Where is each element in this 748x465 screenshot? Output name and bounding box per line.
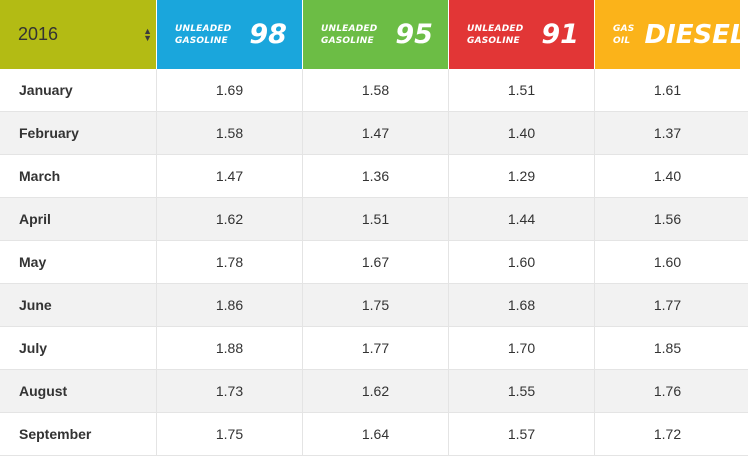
price-cell-v98: 1.86 (156, 284, 302, 326)
price-cell-v91: 1.60 (448, 241, 594, 283)
column-header-unleaded-98: UNLEADED GASOLINE 98 (156, 0, 302, 69)
month-cell: April (19, 211, 51, 227)
month-cell: July (19, 340, 48, 356)
price-cell-v98: 1.69 (156, 69, 302, 111)
price-cell-diesel: 1.60 (594, 241, 740, 283)
table-row: April 1.62 1.51 1.44 1.56 (0, 198, 748, 241)
month-cell: September (19, 426, 92, 442)
column-header-grade: 98 (249, 19, 287, 50)
price-cell-v95: 1.75 (302, 284, 448, 326)
column-header-grade: 95 (395, 19, 433, 50)
price-cell-v91: 1.55 (448, 370, 594, 412)
price-cell-v91: 1.29 (448, 155, 594, 197)
column-header-subtitle: UNLEADED GASOLINE (467, 23, 524, 46)
table-row: September 1.75 1.64 1.57 1.72 (0, 413, 748, 456)
price-cell-v98: 1.73 (156, 370, 302, 412)
year-select-value: 2016 (18, 24, 59, 44)
price-cell-v95: 1.47 (302, 112, 448, 154)
sort-arrows-icon: ▲ ▼ (143, 25, 152, 43)
price-cell-v95: 1.36 (302, 155, 448, 197)
price-cell-v98: 1.88 (156, 327, 302, 369)
column-header-grade: 91 (541, 19, 579, 50)
column-header-subtitle: UNLEADED GASOLINE (321, 23, 378, 46)
month-cell: May (19, 254, 47, 270)
column-header-diesel: GAS OIL DIESEL (594, 0, 747, 69)
month-cell: March (19, 168, 61, 184)
table-row: August 1.73 1.62 1.55 1.76 (0, 370, 748, 413)
price-cell-v95: 1.64 (302, 413, 448, 455)
year-select[interactable]: 2016 ▲ ▼ (0, 0, 156, 69)
price-cell-diesel: 1.40 (594, 155, 740, 197)
price-cell-v95: 1.62 (302, 370, 448, 412)
price-cell-diesel: 1.85 (594, 327, 740, 369)
table-row: March 1.47 1.36 1.29 1.40 (0, 155, 748, 198)
price-cell-v95: 1.58 (302, 69, 448, 111)
price-cell-v91: 1.51 (448, 69, 594, 111)
price-cell-v95: 1.67 (302, 241, 448, 283)
table-row: January 1.69 1.58 1.51 1.61 (0, 69, 748, 112)
table-row: May 1.78 1.67 1.60 1.60 (0, 241, 748, 284)
price-cell-v98: 1.47 (156, 155, 302, 197)
month-cell: June (19, 297, 52, 313)
column-header-unleaded-91: UNLEADED GASOLINE 91 (448, 0, 594, 69)
price-cell-v95: 1.77 (302, 327, 448, 369)
month-cell: February (19, 125, 79, 141)
price-cell-diesel: 1.76 (594, 370, 740, 412)
month-cell: August (19, 383, 68, 399)
table-row: February 1.58 1.47 1.40 1.37 (0, 112, 748, 155)
price-cell-diesel: 1.72 (594, 413, 740, 455)
price-cell-diesel: 1.61 (594, 69, 740, 111)
price-cell-diesel: 1.77 (594, 284, 740, 326)
price-cell-diesel: 1.37 (594, 112, 740, 154)
price-cell-v95: 1.51 (302, 198, 448, 240)
month-cell: January (19, 82, 73, 98)
price-cell-v91: 1.68 (448, 284, 594, 326)
price-cell-v91: 1.70 (448, 327, 594, 369)
price-cell-v98: 1.75 (156, 413, 302, 455)
column-header-subtitle: UNLEADED GASOLINE (175, 23, 232, 46)
price-cell-diesel: 1.56 (594, 198, 740, 240)
table-row: June 1.86 1.75 1.68 1.77 (0, 284, 748, 327)
column-header-grade: DIESEL (644, 19, 747, 50)
price-cell-v91: 1.57 (448, 413, 594, 455)
column-header-subtitle: GAS OIL (613, 23, 635, 46)
table-body: January 1.69 1.58 1.51 1.61 February 1.58 1.47 1… (0, 69, 748, 456)
price-cell-v91: 1.40 (448, 112, 594, 154)
table-header: 2016 ▲ ▼ UNLEADED GASOLINE 98 UNLEADED GASO… (0, 0, 748, 69)
price-cell-v98: 1.58 (156, 112, 302, 154)
price-cell-v98: 1.62 (156, 198, 302, 240)
table-row: July 1.88 1.77 1.70 1.85 (0, 327, 748, 370)
price-cell-v91: 1.44 (448, 198, 594, 240)
column-header-unleaded-95: UNLEADED GASOLINE 95 (302, 0, 448, 69)
price-cell-v98: 1.78 (156, 241, 302, 283)
